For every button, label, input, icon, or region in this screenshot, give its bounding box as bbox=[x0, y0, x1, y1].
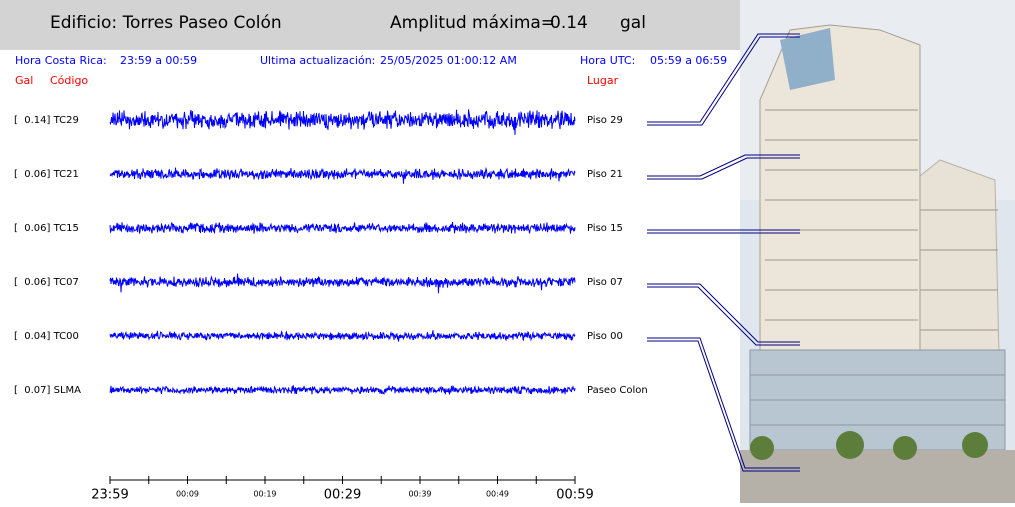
channel-label: [ 0.06] TC21 bbox=[14, 169, 79, 180]
amplitude-unit: gal bbox=[620, 13, 646, 33]
local-range: 23:59 a 00:59 bbox=[120, 54, 197, 67]
waveform bbox=[109, 109, 576, 135]
waveform bbox=[109, 384, 576, 396]
channel-place: Paseo Colon bbox=[587, 385, 648, 396]
time-minor-label: 00:19 bbox=[253, 490, 276, 499]
local-label: Hora Costa Rica: bbox=[15, 54, 107, 67]
building-name: Edificio: Torres Paseo Colón bbox=[50, 13, 282, 33]
waveform bbox=[109, 222, 576, 234]
amplitude-value: 0.14 bbox=[550, 13, 588, 33]
channel-place: Piso 21 bbox=[587, 169, 623, 180]
time-major-label: 00:59 bbox=[556, 488, 593, 503]
channel-place: Piso 15 bbox=[587, 223, 623, 234]
place-header: Lugar bbox=[587, 74, 619, 87]
utc-range: 05:59 a 06:59 bbox=[650, 54, 727, 67]
building-photo bbox=[740, 0, 1015, 503]
channel-label: [ 0.06] TC07 bbox=[14, 277, 79, 288]
amplitude-label: Amplitud máxima= bbox=[390, 13, 555, 33]
time-minor-label: 00:49 bbox=[486, 490, 509, 499]
channel-label: [ 0.14] TC29 bbox=[14, 115, 79, 126]
channel-place: Piso 07 bbox=[587, 277, 623, 288]
time-minor-label: 00:09 bbox=[176, 490, 199, 499]
channel-label: [ 0.06] TC15 bbox=[14, 223, 79, 234]
code-header: Código bbox=[50, 74, 88, 87]
utc-label: Hora UTC: bbox=[580, 54, 635, 67]
leader-lines bbox=[647, 33, 800, 472]
channel-place: Piso 00 bbox=[587, 331, 623, 342]
update-time: 25/05/2025 01:00:12 AM bbox=[380, 54, 517, 67]
header-bar bbox=[0, 0, 740, 50]
channel-label: [ 0.04] TC00 bbox=[14, 331, 79, 342]
channel-label: [ 0.07] SLMA bbox=[14, 385, 81, 396]
waveform bbox=[109, 330, 576, 342]
time-major-label: 00:29 bbox=[324, 488, 361, 503]
waveform bbox=[109, 166, 576, 184]
waveform bbox=[109, 273, 576, 294]
time-minor-label: 00:39 bbox=[408, 490, 431, 499]
update-label: Ultima actualización: bbox=[260, 54, 375, 67]
time-major-label: 23:59 bbox=[91, 488, 128, 503]
gal-header: Gal bbox=[15, 74, 33, 87]
channel-place: Piso 29 bbox=[587, 115, 623, 126]
